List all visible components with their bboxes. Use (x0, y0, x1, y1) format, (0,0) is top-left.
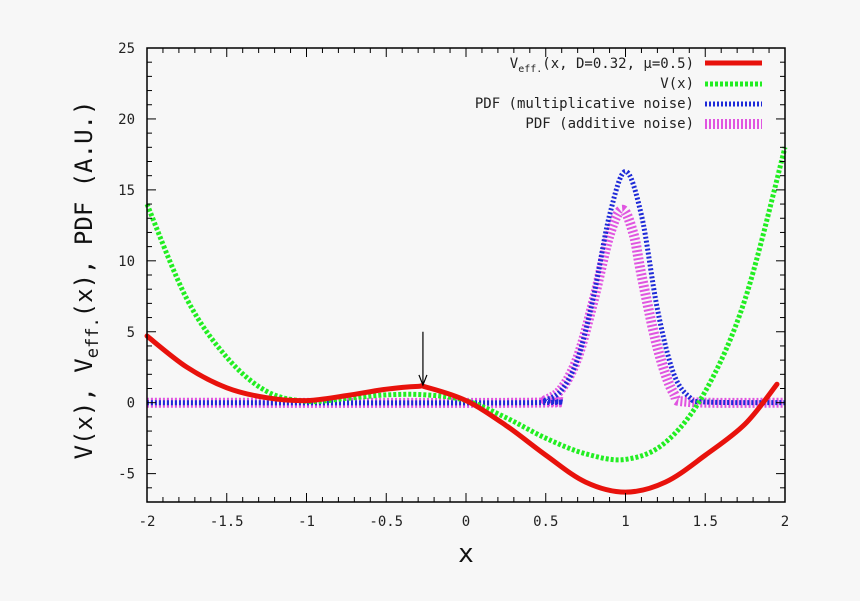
legend-entry-v: V(x) (660, 76, 762, 92)
x-axis-title: x (458, 539, 474, 569)
annotation-layer (418, 331, 428, 387)
legend-label-veff-sub: eff. (518, 64, 542, 75)
y-tick-label: 20 (118, 112, 135, 128)
y-tick-label: 10 (118, 254, 135, 270)
x-tick-labels: -2 -1.5 -1 -0.5 0 0.5 1 1.5 2 (139, 514, 790, 530)
series-v-line (144, 146, 788, 463)
x-tick-label: -0.5 (369, 514, 403, 530)
x-tick-label: 2 (781, 514, 789, 530)
chart-curves (144, 146, 788, 495)
x-tick-label: -1 (298, 514, 315, 530)
legend-label-veff-main: V (510, 56, 519, 72)
series-pdf-mult-line (146, 168, 786, 406)
legend-label-veff: Veff.(x, D=0.32, μ=0.5) (510, 56, 694, 75)
axis-ticks (146, 47, 786, 503)
legend: Veff.(x, D=0.32, μ=0.5) V(x) PDF (multip… (475, 56, 762, 132)
annotation-arrow-head (418, 374, 428, 387)
legend-label-veff-rest: (x, D=0.32, μ=0.5) (542, 56, 694, 72)
y-axis-title-sub: eff. (83, 317, 103, 358)
legend-entry-veff: Veff.(x, D=0.32, μ=0.5) (510, 56, 762, 75)
series-veff-line (144, 333, 780, 495)
y-axis-title-part1: V(x), V (70, 358, 98, 459)
y-tick-label: 15 (118, 183, 135, 199)
y-tick-label: 5 (127, 325, 135, 341)
x-tick-label: 1 (621, 514, 629, 530)
y-tick-label: -5 (118, 467, 135, 483)
legend-entry-pdf-mult: PDF (multiplicative noise) (475, 96, 762, 112)
y-tick-label: 25 (118, 41, 135, 57)
y-tick-label: 0 (127, 396, 135, 412)
x-tick-label: 1.5 (693, 514, 718, 530)
y-axis-title-part2: (x), PDF (A.U.) (70, 101, 98, 318)
legend-label-pdf-add: PDF (additive noise) (525, 116, 694, 132)
x-tick-label: 0.5 (533, 514, 558, 530)
legend-label-v: V(x) (660, 76, 694, 92)
y-tick-labels: -5 0 5 10 15 20 25 (118, 41, 135, 483)
legend-label-pdf-mult: PDF (multiplicative noise) (475, 96, 694, 112)
x-tick-label: -1.5 (210, 514, 244, 530)
legend-entry-pdf-add: PDF (additive noise) (525, 116, 762, 132)
x-tick-label: 0 (462, 514, 470, 530)
x-tick-label: -2 (139, 514, 156, 530)
y-axis-title: V(x), Veff.(x), PDF (A.U.) (70, 101, 103, 460)
